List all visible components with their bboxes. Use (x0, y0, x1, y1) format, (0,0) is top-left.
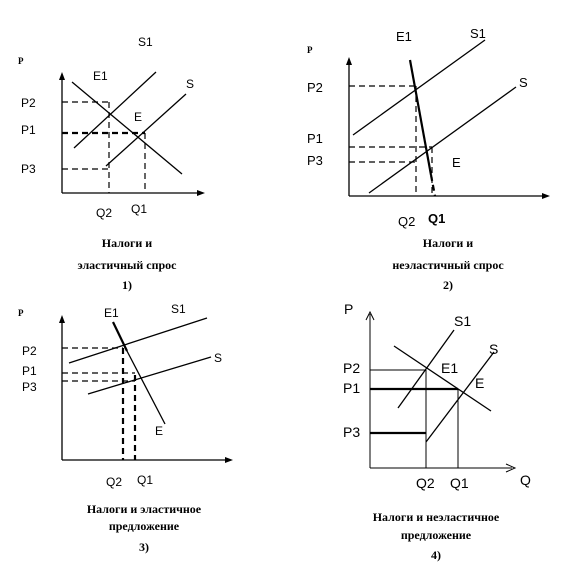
panel-3-elastic-supply: P P2 P1 P3 Q2 Q1 E1 S1 S E Налоги и элас… (18, 302, 233, 554)
p1-e1-label: E1 (93, 69, 108, 83)
p3-demand-curve (126, 350, 166, 425)
p1-p-axis-label: P (18, 56, 24, 66)
p2-supply-curve-s (368, 86, 517, 194)
p3-s-label: S (214, 351, 222, 365)
p1-p3-label: P3 (21, 162, 36, 176)
p4-caption-line2: предложение (401, 528, 472, 542)
p1-e-label: E (134, 110, 142, 124)
p1-y-arrow-icon (59, 72, 65, 80)
p1-p1-label: P1 (21, 123, 36, 137)
p3-caption-line1: Налоги и эластичное (87, 502, 202, 516)
p3-s1-label: S1 (171, 302, 186, 316)
p1-q2-label: Q2 (96, 206, 112, 220)
p3-supply-curve-s1 (68, 317, 208, 364)
p1-caption-line2: эластичный спрос (77, 258, 177, 272)
p3-y-arrow-icon (59, 315, 65, 323)
p2-p2-label: P2 (307, 80, 323, 95)
p3-p3-label: P3 (22, 380, 37, 394)
panel-4-inelastic-supply: P Q P2 P1 P3 Q2 Q1 E1 S1 S E Налоги и не… (343, 301, 531, 562)
p1-x-arrow-icon (197, 190, 205, 196)
p4-supply-curve-s (425, 351, 495, 443)
p3-x-arrow-icon (225, 457, 233, 463)
p4-caption-line1: Налоги и неэластичное (373, 510, 500, 524)
p2-q2-label: Q2 (398, 214, 415, 229)
p3-e-label: E (155, 424, 163, 438)
p1-p2-label: P2 (21, 96, 36, 110)
p1-q1-label: Q1 (131, 202, 147, 216)
p2-caption-line1: Налоги и (423, 236, 474, 250)
p3-p-axis-label: P (18, 308, 24, 318)
p3-p1-label: P1 (22, 364, 37, 378)
p4-e1-label: E1 (441, 360, 458, 376)
p3-caption-line2: предложение (109, 519, 180, 533)
p4-p1-label: P1 (343, 380, 360, 396)
p2-y-arrow-icon (346, 57, 352, 65)
p1-demand-curve (71, 81, 183, 175)
p2-e-label: E (452, 155, 461, 170)
p1-s1-label: S1 (138, 35, 153, 49)
panel-2-inelastic-demand: P P2 P1 P3 Q2 Q1 E1 S1 S E Налоги и неэл… (307, 26, 550, 292)
p2-p-axis-label: P (307, 45, 313, 55)
p2-supply-curve-s1 (352, 39, 486, 136)
p2-caption-line2: неэластичный спрос (392, 258, 504, 272)
p1-s-label: S (186, 77, 194, 91)
p4-p-axis-label: P (344, 301, 353, 317)
p4-p2-label: P2 (343, 360, 360, 376)
p4-y-arrow-icon (365, 310, 375, 321)
p3-q2-label: Q2 (106, 475, 122, 489)
p2-p3-label: P3 (307, 153, 323, 168)
p4-p3-label: P3 (343, 424, 360, 440)
p2-caption-number: 2) (443, 278, 453, 292)
p4-q1-label: Q1 (450, 475, 469, 491)
p2-e1-label: E1 (396, 29, 412, 44)
p2-x-arrow-icon (542, 193, 550, 199)
p2-p1-label: P1 (307, 131, 323, 146)
p4-q2-label: Q2 (416, 475, 435, 491)
p4-s1-label: S1 (454, 313, 471, 329)
p3-caption-number: 3) (139, 540, 149, 554)
p4-e-label: E (475, 375, 484, 391)
p1-caption-line1: Налоги и (102, 236, 153, 250)
panel-1-elastic-demand: P P2 P1 P3 Q2 Q1 S1 S E1 E Налоги и элас… (18, 35, 205, 292)
p1-supply-curve-s1 (73, 71, 157, 149)
p3-p2-label: P2 (22, 344, 37, 358)
p4-demand-curve (393, 345, 492, 412)
p2-s1-label: S1 (470, 26, 486, 41)
p4-caption-number: 4) (431, 548, 441, 562)
p3-e1-label: E1 (104, 306, 119, 320)
p3-demand-curve-bold (112, 321, 128, 352)
p2-demand-curve-solid (408, 59, 433, 176)
p2-q1-label: Q1 (428, 211, 445, 226)
p4-supply-curve-s1 (397, 329, 455, 409)
p2-s-label: S (519, 75, 528, 90)
p4-s-label: S (489, 341, 498, 357)
p4-x-arrow-icon (505, 463, 517, 473)
p4-q-axis-label: Q (520, 472, 531, 488)
p3-supply-curve-s (87, 356, 212, 395)
p3-q1-label: Q1 (137, 473, 153, 487)
p1-supply-curve-s (105, 93, 187, 167)
p1-caption-number: 1) (122, 278, 132, 292)
